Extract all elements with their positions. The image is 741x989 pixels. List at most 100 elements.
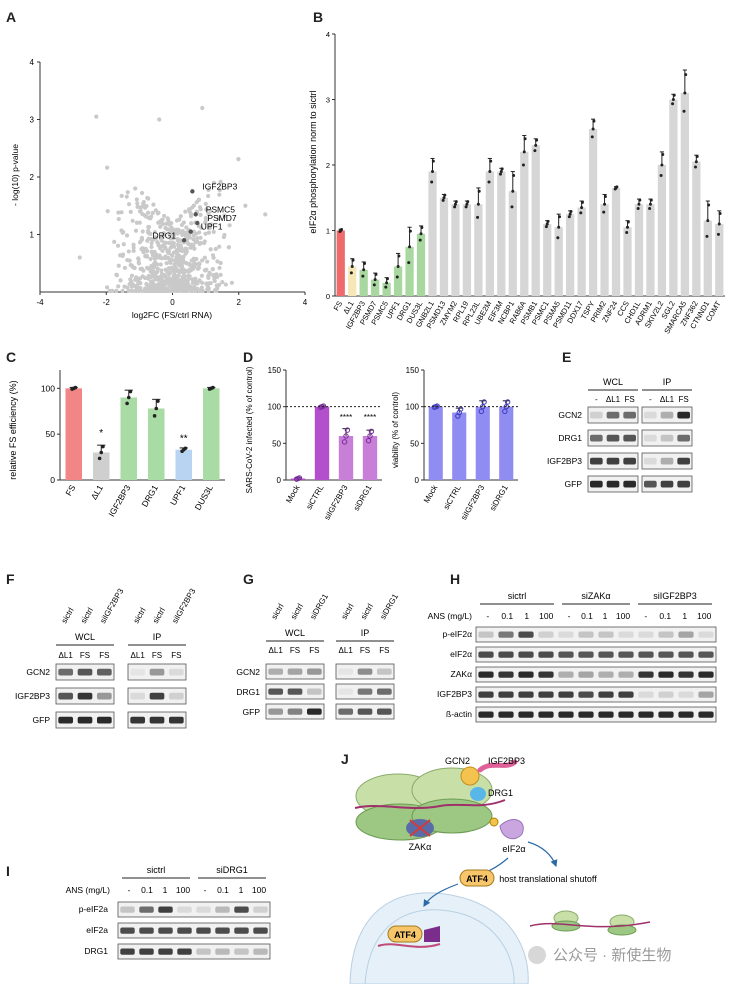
dna-binding-icon [424, 926, 440, 942]
e-lane-label: ΔL1 [606, 395, 621, 404]
h-band [698, 671, 714, 678]
b-dot [395, 275, 399, 279]
g-band [268, 668, 284, 675]
a-point [105, 165, 110, 170]
g-condition-label: siDRG1 [378, 592, 400, 621]
b-dot [648, 202, 652, 206]
b-ylabel: eIF2α phosphorylation norm to sictrl [308, 90, 318, 233]
h-dose-label: - [486, 611, 489, 621]
a-point [137, 220, 142, 225]
h-band [558, 691, 574, 698]
a-point [133, 277, 138, 282]
f-group-label: IP [153, 632, 162, 642]
h-band [558, 711, 574, 718]
drg1-icon [470, 787, 486, 801]
e-blot-strip [641, 429, 693, 447]
a-point [147, 215, 153, 220]
h-band [518, 671, 534, 678]
f-band [58, 668, 74, 676]
panel-d-letter: D [243, 349, 253, 365]
a-point [200, 105, 205, 111]
h-band [498, 711, 514, 718]
h-band [678, 691, 694, 698]
i-band [196, 927, 211, 934]
a-point [192, 286, 197, 291]
h-band [498, 671, 514, 678]
a-point [176, 269, 181, 274]
h-dose-label: 100 [539, 611, 553, 621]
e-row-label: DRG1 [558, 433, 582, 443]
d-right-bar [475, 406, 490, 480]
a-point [114, 288, 119, 293]
h-band [518, 691, 534, 698]
d-significance: **** [364, 413, 376, 422]
a-point [150, 280, 155, 286]
i-dose-label: - [128, 885, 131, 895]
a-xlabel: log2FC (FS/ctrl RNA) [132, 310, 212, 320]
h-dose-label: 0.1 [581, 611, 593, 621]
a-point [206, 212, 211, 217]
h-band [498, 651, 514, 658]
a-point [236, 157, 241, 162]
h-band [578, 711, 594, 718]
i-band [120, 927, 135, 934]
b-dot [716, 232, 720, 236]
d-right-category-label: siDRG1 [488, 483, 510, 512]
b-dot [580, 206, 584, 210]
atf4-badge [459, 869, 495, 887]
e-band [677, 457, 690, 465]
a-point [160, 273, 165, 278]
j-schematic: GCN2 IGF2BP3 DRG1 ZAKα eIF2α ATF4 [349, 756, 651, 985]
h-band [638, 691, 654, 698]
a-point [176, 248, 181, 253]
h-band [558, 631, 574, 638]
c-ylabel: relative FS efficiency (%) [8, 380, 18, 479]
i-band [253, 948, 268, 955]
a-point [180, 232, 185, 238]
h-band [538, 671, 554, 678]
h-dose-label: 1 [682, 611, 687, 621]
a-point [178, 214, 183, 219]
a-point [169, 225, 174, 231]
b-dot [546, 219, 550, 223]
a-point [196, 265, 202, 270]
e-blot-strip [641, 406, 693, 424]
f-band [58, 692, 74, 700]
a-point [192, 257, 197, 262]
zak-knockout-cross [409, 819, 431, 837]
g-lane-label: FS [379, 646, 389, 655]
b-dot [636, 206, 640, 210]
a-point [115, 243, 121, 248]
b-dot [535, 138, 539, 142]
a-point [152, 229, 158, 235]
e-lane-label: ΔL1 [660, 395, 675, 404]
b-dot [590, 135, 594, 139]
b-bar [520, 151, 529, 296]
h-band [558, 671, 574, 678]
a-point [163, 254, 168, 259]
d-left-dot [296, 475, 303, 481]
a-point [188, 214, 194, 219]
a-point [215, 259, 220, 264]
i-band [177, 948, 192, 955]
wechat-icon [528, 946, 546, 964]
b-bar [692, 161, 701, 296]
a-point [198, 212, 203, 218]
a-ytick-label: 4 [30, 58, 35, 67]
a-point [128, 209, 133, 214]
g-row-label: GCN2 [236, 667, 260, 677]
f-band [149, 692, 165, 700]
h-band [678, 631, 694, 638]
h-band [638, 631, 654, 638]
h-band [578, 631, 594, 638]
j-eif2a-label: eIF2α [502, 844, 525, 854]
g-western-blot: sictrl sictrl siDRG1 sictrl sictrl siDRG1WCLΔ… [236, 592, 400, 720]
a-point [105, 209, 110, 214]
a-point [174, 218, 180, 223]
a-gene-label: DRG1 [152, 230, 176, 240]
a-point [172, 244, 177, 249]
h-band [538, 651, 554, 658]
b-dot [580, 200, 584, 204]
a-point [203, 231, 208, 236]
b-ytick-label: 3 [326, 96, 330, 105]
